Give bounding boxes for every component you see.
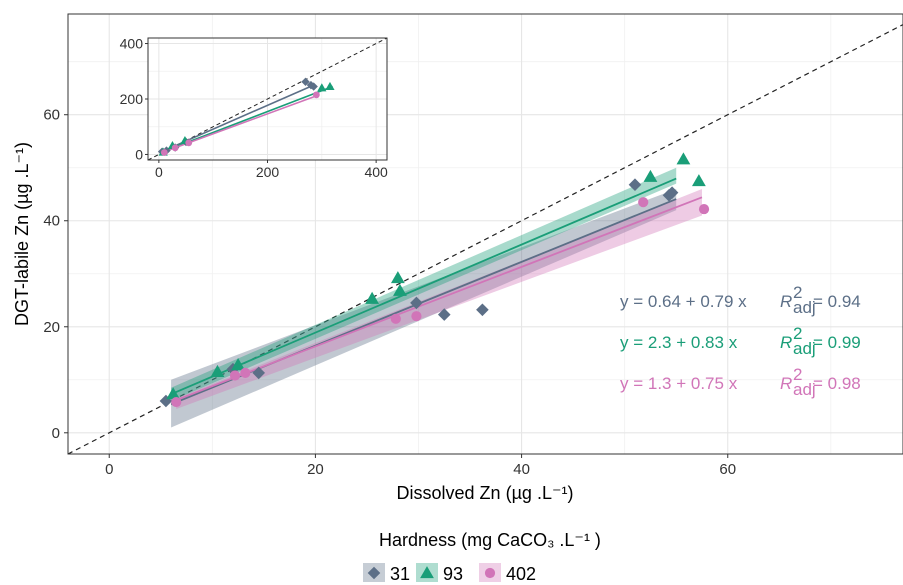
data-point-402	[638, 197, 649, 208]
legend: Hardness (mg CaCO₃ .L⁻¹ ) 31 93 402	[363, 530, 601, 584]
data-point-402	[698, 203, 710, 215]
legend-label: 402	[506, 564, 536, 584]
r2-superscript: 2	[793, 365, 802, 384]
data-point-93	[365, 291, 380, 304]
legend-label: 31	[390, 564, 410, 584]
identity-reference-line	[68, 24, 903, 454]
fit-line-402	[175, 196, 703, 401]
legend-title: Hardness (mg CaCO₃ .L⁻¹ )	[379, 530, 601, 550]
data-point-31	[410, 296, 423, 310]
data-point-402	[390, 313, 401, 324]
data-point-93	[166, 387, 181, 400]
y-tick-label: 20	[43, 319, 60, 336]
x-tick-label: 40	[513, 461, 530, 478]
main-plot-body	[68, 24, 903, 454]
data-point-93	[691, 174, 706, 187]
data-point-31	[628, 178, 642, 191]
inset-plot-body	[148, 38, 387, 160]
y-tick-label: 0	[52, 425, 60, 442]
inset-x-axis-ticks: 0 200 400	[155, 160, 388, 180]
data-point-93	[676, 152, 691, 165]
r2-subscript: adj	[793, 298, 816, 317]
r2-subscript: adj	[793, 339, 816, 358]
inset-data-point-402	[171, 144, 179, 152]
confidence-band-31	[171, 188, 677, 428]
data-points	[159, 152, 710, 408]
data-point-402	[240, 367, 251, 378]
r2-superscript: 2	[793, 283, 802, 302]
r2-label: R	[780, 292, 792, 311]
data-point-31	[476, 303, 489, 317]
x-axis-ticks: 0 20 40 60	[105, 454, 736, 478]
data-point-402	[229, 370, 241, 381]
inset-x-tick-label: 400	[364, 164, 388, 180]
data-point-93	[393, 283, 407, 296]
fit-line-93	[170, 177, 677, 396]
inset-data-point-93	[325, 81, 335, 90]
legend-items: 31 93 402	[363, 563, 536, 584]
x-axis-title: Dissolved Zn (µg .L⁻¹)	[397, 483, 574, 503]
y-axis-title: DGT-labile Zn (µg .L⁻¹)	[12, 142, 32, 326]
legend-item-93: 93	[416, 563, 463, 584]
inset-data-point-402	[312, 91, 320, 99]
data-point-93	[643, 169, 658, 182]
legend-marker-402	[484, 567, 496, 579]
r2-subscript: adj	[793, 380, 816, 399]
inset-data-point-31	[301, 77, 310, 87]
legend-item-402: 402	[479, 563, 536, 584]
x-tick-label: 60	[719, 461, 736, 478]
inset-y-tick-label: 0	[135, 146, 143, 162]
data-point-93	[390, 271, 405, 284]
legend-marker-31	[367, 566, 381, 580]
r2-label: R	[780, 333, 792, 352]
inset-data-points	[157, 77, 335, 156]
inset-data-point-402	[185, 139, 193, 147]
confidence-band-93	[171, 167, 677, 401]
data-point-31	[437, 308, 451, 321]
equation-lhs: y = 2.3 + 0.83 x	[620, 333, 738, 352]
y-tick-label: 40	[43, 213, 60, 230]
r2-value: = 0.98	[813, 374, 861, 393]
inset-x-tick-label: 200	[256, 164, 280, 180]
inset-x-tick-label: 0	[155, 164, 163, 180]
data-point-93	[231, 358, 245, 371]
legend-item-31: 31	[363, 563, 410, 584]
data-point-93	[210, 364, 225, 378]
inset-panel: 0 200 400 0 200 400	[120, 36, 388, 180]
legend-marker-93	[420, 566, 434, 579]
main-plot-border	[67, 13, 903, 455]
y-axis-ticks: 0 20 40 60	[43, 107, 68, 442]
data-point-31	[252, 366, 266, 380]
inset-y-axis-ticks: 0 200 400	[120, 36, 148, 162]
inset-y-tick-label: 200	[120, 91, 144, 107]
inset-y-tick-label: 400	[120, 36, 144, 52]
data-point-31	[665, 186, 679, 199]
r2-label: R	[780, 374, 792, 393]
inset-data-point-31	[309, 82, 318, 91]
equation-lhs: y = 1.3 + 0.75 x	[620, 374, 738, 393]
r2-superscript: 2	[793, 324, 802, 343]
data-point-402	[171, 396, 182, 408]
y-tick-label: 60	[43, 107, 60, 124]
data-point-402	[411, 311, 422, 322]
x-tick-label: 20	[307, 461, 324, 478]
x-tick-label: 0	[105, 461, 113, 478]
r2-value: = 0.94	[813, 292, 861, 311]
legend-label: 93	[443, 564, 463, 584]
equation-lhs: y = 0.64 + 0.79 x	[620, 292, 747, 311]
inset-data-point-402	[160, 149, 168, 156]
inset-data-point-93	[317, 83, 327, 92]
r2-value: = 0.99	[813, 333, 861, 352]
